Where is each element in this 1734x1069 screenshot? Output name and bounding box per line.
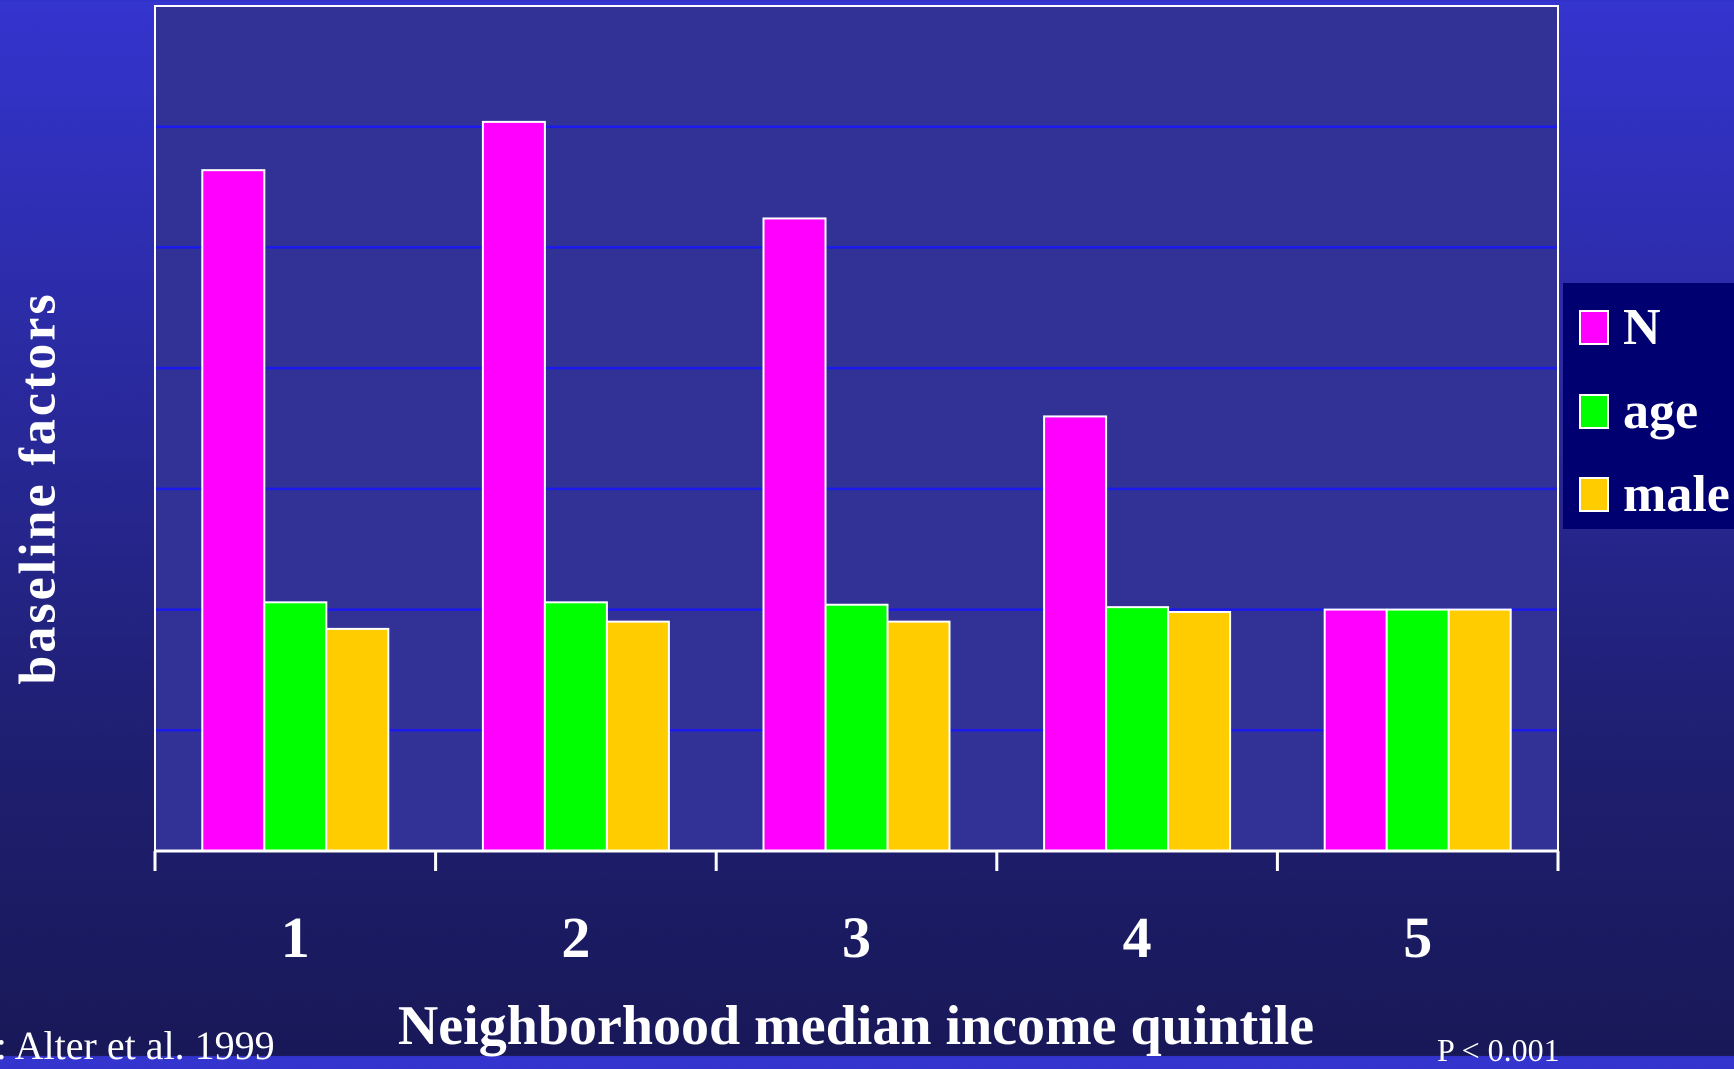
bar-male-2 — [605, 620, 670, 853]
bar-age-4 — [1105, 606, 1170, 853]
bar-male-5 — [1447, 608, 1512, 852]
source-citation: e: Alter et al. 1999 — [0, 1023, 275, 1068]
bar-n-1 — [201, 169, 266, 852]
bar-n-5 — [1323, 608, 1388, 852]
bar-age-1 — [263, 601, 328, 852]
legend-swatch-male — [1579, 476, 1609, 512]
legend-label-male: male — [1623, 465, 1730, 523]
bar-age-5 — [1385, 608, 1450, 852]
legend-label-n: N — [1623, 298, 1661, 356]
x-tick-label-3: 3 — [842, 905, 871, 970]
y-axis-label: baseline factors — [9, 291, 67, 685]
bar-male-3 — [886, 620, 951, 853]
bar-age-2 — [543, 601, 608, 852]
x-tick-label-5: 5 — [1403, 905, 1432, 970]
bar-male-1 — [325, 627, 390, 853]
bar-n-4 — [1043, 415, 1108, 852]
x-tick-label-4: 4 — [1123, 905, 1152, 970]
x-tick-label-2: 2 — [561, 905, 590, 970]
bar-age-3 — [824, 603, 889, 852]
x-tick-label-1: 1 — [281, 905, 310, 970]
legend-label-age: age — [1623, 382, 1699, 440]
bar-male-4 — [1167, 610, 1232, 852]
p-value-note: P < 0.001 — [1437, 1032, 1560, 1068]
chart-legend: N age male — [1563, 283, 1734, 529]
x-axis-label: Neighborhood median income quintile — [397, 995, 1315, 1057]
legend-item-male: male — [1579, 459, 1730, 529]
plot-border — [154, 5, 1559, 851]
legend-item-age: age — [1579, 376, 1698, 446]
bar-n-2 — [481, 120, 546, 852]
legend-swatch-age — [1579, 393, 1609, 429]
legend-item-n: N — [1579, 292, 1661, 362]
bar-n-3 — [762, 217, 827, 852]
legend-swatch-n — [1579, 309, 1609, 345]
